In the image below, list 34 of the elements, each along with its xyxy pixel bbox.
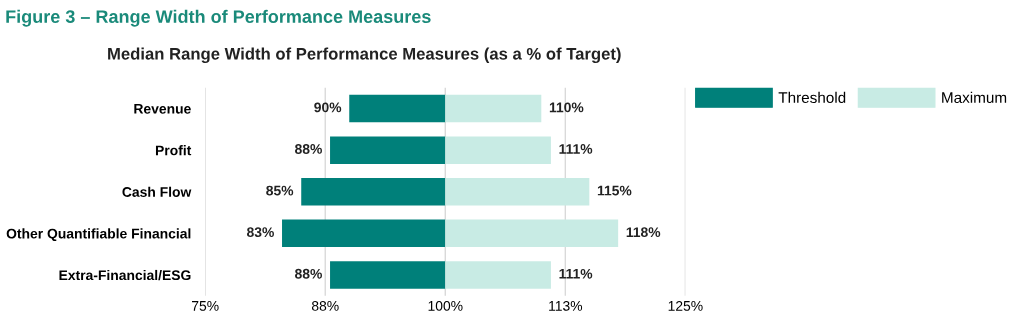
data-label: 88% bbox=[295, 144, 322, 154]
data-label: 111% bbox=[559, 268, 593, 279]
data-label: 88% bbox=[295, 268, 322, 279]
chart-subtitle: Median Range Width of Performance Measures (as a % of Target) bbox=[108, 47, 621, 64]
y-tick-label: Cash Flow bbox=[122, 186, 192, 197]
bar bbox=[301, 178, 446, 206]
data-label: 115% bbox=[597, 185, 632, 196]
bar bbox=[445, 178, 590, 206]
bar bbox=[349, 94, 446, 123]
x-tick-label: 113% bbox=[549, 300, 583, 311]
x-tick-label: 125% bbox=[668, 300, 703, 311]
legend-label: Maximum bbox=[942, 91, 1007, 104]
x-tick-label: 75% bbox=[192, 301, 219, 311]
data-label: 111% bbox=[559, 144, 593, 154]
bar bbox=[445, 136, 551, 164]
data-label: 83% bbox=[246, 227, 274, 238]
y-tick-label: Profit bbox=[155, 145, 192, 156]
bar bbox=[330, 136, 446, 164]
data-label: 90% bbox=[314, 102, 342, 113]
y-tick-label: Extra-Financial/ESG bbox=[59, 269, 191, 281]
x-tick-label: 100% bbox=[428, 300, 463, 311]
data-label: 118% bbox=[626, 227, 661, 238]
y-tick-label: Other Quantifiable Financial bbox=[6, 228, 191, 242]
bar bbox=[445, 261, 551, 289]
y-tick-label: Revenue bbox=[134, 104, 191, 114]
bar bbox=[445, 219, 619, 248]
chart-title: Figure 3 – Range Width of Performance Measures bbox=[6, 9, 431, 27]
bar bbox=[282, 219, 446, 248]
bar bbox=[445, 94, 542, 123]
legend-label: Threshold bbox=[778, 91, 846, 104]
data-label: 110% bbox=[549, 102, 584, 113]
data-label: 85% bbox=[266, 185, 294, 196]
bar bbox=[330, 261, 446, 289]
x-tick-label: 88% bbox=[311, 300, 339, 311]
